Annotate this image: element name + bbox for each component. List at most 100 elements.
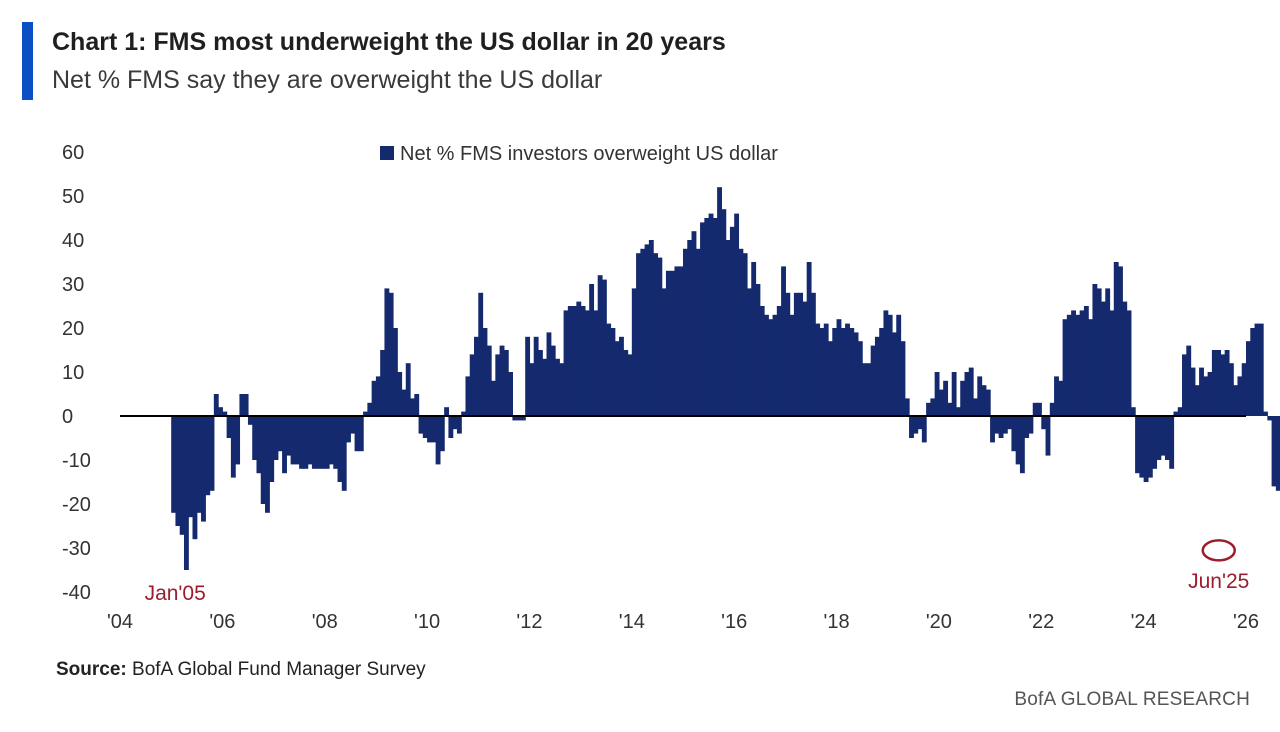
bar bbox=[431, 416, 437, 443]
bar bbox=[1147, 416, 1153, 478]
bar bbox=[589, 284, 595, 416]
bar bbox=[610, 328, 616, 416]
bar bbox=[657, 257, 663, 416]
bar bbox=[704, 218, 710, 416]
bar bbox=[866, 363, 872, 416]
bar bbox=[307, 416, 313, 465]
bar bbox=[1079, 310, 1085, 416]
source-note: Source: BofA Global Fund Manager Survey bbox=[56, 659, 426, 681]
bar bbox=[968, 367, 974, 416]
bar bbox=[781, 266, 786, 416]
bar bbox=[196, 416, 202, 513]
bar bbox=[1011, 416, 1017, 452]
bar bbox=[1263, 411, 1268, 416]
legend-swatch bbox=[380, 146, 394, 160]
bar bbox=[401, 389, 407, 416]
bar bbox=[294, 416, 300, 465]
bar bbox=[909, 416, 914, 438]
bar bbox=[1066, 314, 1072, 416]
bar bbox=[512, 416, 518, 421]
bar bbox=[1220, 354, 1226, 416]
bar bbox=[486, 345, 492, 416]
bar bbox=[738, 248, 744, 416]
annotation-label: Jun'25 bbox=[1188, 570, 1249, 593]
bar bbox=[550, 345, 556, 416]
bar bbox=[533, 336, 539, 416]
bar bbox=[235, 416, 241, 465]
bar bbox=[456, 416, 462, 434]
bar bbox=[171, 416, 177, 513]
bar bbox=[597, 275, 603, 416]
bar bbox=[853, 332, 859, 416]
bar bbox=[1105, 288, 1111, 416]
bar bbox=[985, 389, 991, 416]
bar bbox=[576, 301, 582, 416]
bar bbox=[354, 416, 360, 452]
bar bbox=[644, 244, 650, 416]
bar bbox=[764, 314, 769, 416]
bar bbox=[1186, 345, 1192, 416]
bar bbox=[414, 394, 420, 416]
bar bbox=[789, 314, 795, 416]
bar bbox=[333, 416, 339, 469]
bar bbox=[1002, 416, 1008, 434]
bar bbox=[1211, 350, 1217, 416]
bar bbox=[375, 376, 381, 416]
bar bbox=[265, 416, 270, 513]
bar bbox=[469, 354, 475, 416]
bar bbox=[998, 416, 1004, 438]
bar bbox=[405, 363, 411, 416]
bar bbox=[482, 328, 488, 416]
bar bbox=[776, 306, 782, 416]
bar bbox=[1194, 385, 1200, 416]
bar bbox=[303, 416, 309, 469]
bar bbox=[648, 240, 654, 416]
bar bbox=[1092, 284, 1098, 416]
bar bbox=[1258, 323, 1264, 416]
bar bbox=[1233, 385, 1239, 416]
x-tick-label: '06 bbox=[209, 611, 235, 633]
chart-subtitle: Net % FMS say they are overweight the US… bbox=[52, 66, 603, 94]
bar bbox=[388, 292, 394, 416]
bar bbox=[542, 358, 548, 416]
bar bbox=[572, 306, 577, 416]
bar bbox=[836, 319, 842, 416]
bar bbox=[1254, 323, 1260, 416]
bar bbox=[277, 416, 283, 452]
bar bbox=[427, 416, 432, 443]
bar bbox=[422, 416, 428, 438]
bar bbox=[700, 222, 705, 416]
bar bbox=[1182, 354, 1187, 416]
bar bbox=[746, 288, 752, 416]
bar bbox=[397, 372, 403, 416]
bar bbox=[981, 385, 987, 416]
bar bbox=[243, 394, 249, 416]
bar bbox=[410, 398, 415, 416]
bar bbox=[938, 389, 944, 416]
bar bbox=[883, 310, 889, 416]
bar bbox=[729, 226, 735, 416]
bar bbox=[546, 332, 552, 416]
bar bbox=[452, 416, 458, 430]
bar bbox=[670, 270, 676, 416]
x-tick-label: '16 bbox=[721, 611, 747, 633]
bar bbox=[324, 416, 330, 469]
bar bbox=[363, 411, 368, 416]
bar bbox=[1049, 402, 1055, 416]
bar bbox=[1177, 407, 1183, 416]
annotation-circle bbox=[1201, 539, 1236, 562]
bar bbox=[222, 411, 228, 416]
y-tick-label: 30 bbox=[62, 274, 84, 296]
title-accent-bar bbox=[22, 22, 33, 100]
bar bbox=[631, 288, 637, 416]
bar bbox=[226, 416, 232, 438]
bar bbox=[508, 372, 513, 416]
bar bbox=[926, 402, 931, 416]
bar bbox=[1028, 416, 1034, 434]
bar bbox=[559, 363, 565, 416]
bar bbox=[674, 266, 680, 416]
bar bbox=[964, 372, 970, 416]
bar bbox=[1088, 319, 1094, 416]
bar bbox=[930, 398, 936, 416]
